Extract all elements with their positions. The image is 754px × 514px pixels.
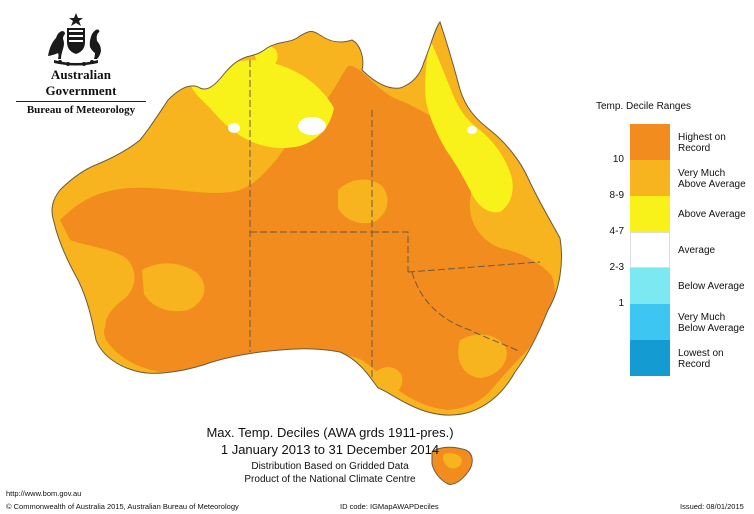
- caption-line4: Product of the National Climate Centre: [244, 474, 416, 485]
- legend-label: Average: [678, 245, 715, 256]
- legend-row: Very Much Below Average 1: [596, 298, 754, 340]
- legend-swatch: [630, 340, 670, 376]
- average-patch-3: [467, 126, 477, 134]
- map-caption: Max. Temp. Deciles (AWA grds 1911-pres.)…: [180, 425, 480, 486]
- legend-label-line: Record: [678, 143, 711, 154]
- legend-swatch: [630, 124, 670, 160]
- legend-label-line: Very Much: [678, 168, 726, 179]
- vmaa-pocket-central: [338, 179, 388, 224]
- footer-copyright: © Commonwealth of Australia 2015, Austra…: [6, 502, 239, 511]
- legend-swatch: [630, 304, 670, 340]
- state-boundaries: [249, 60, 541, 390]
- footer-id-code: ID code: IGMapAWAPDeciles: [340, 502, 439, 511]
- legend-label-line: Above Average: [678, 179, 746, 190]
- legend-row: Highest on Record: [596, 124, 754, 160]
- caption-line2: 1 January 2013 to 31 December 2014: [220, 442, 440, 457]
- legend-label: Highest on Record: [678, 132, 726, 154]
- legend-label: Above Average: [678, 209, 746, 220]
- legend-title: Temp. Decile Ranges: [596, 101, 692, 112]
- legend-swatch: [630, 160, 670, 196]
- legend-label-line: Above Average: [678, 209, 746, 220]
- mainland-outline: [51, 20, 562, 416]
- average-patch-2: [228, 123, 240, 133]
- legend-label-line: Highest on: [678, 132, 726, 143]
- legend-row: Average 4-7: [596, 226, 754, 268]
- average-patch-1: [298, 117, 326, 135]
- legend-label-line: Very Much: [678, 312, 726, 323]
- legend-row: Lowest on Record: [596, 340, 754, 376]
- legend-swatch: [630, 232, 670, 268]
- caption-line3: Distribution Based on Gridded Data: [251, 461, 409, 472]
- legend-label: Below Average: [678, 281, 745, 292]
- agency-block: Australian Government Bureau of Meteorol…: [16, 67, 146, 116]
- legend-value: 10: [612, 154, 624, 165]
- agency-line1: Australian Government: [45, 67, 117, 98]
- tasmania-vmaa: [443, 453, 462, 469]
- legend-label-line: Lowest on: [678, 348, 724, 359]
- footer-bar: © Commonwealth of Australia 2015, Austra…: [0, 501, 754, 514]
- legend-value: 4-7: [609, 226, 624, 237]
- legend-label: Very Much Above Average: [678, 168, 746, 190]
- vmaa-pocket-southwest: [142, 263, 205, 312]
- legend-label-line: Below Average: [678, 281, 745, 292]
- above-region-east: [425, 40, 513, 213]
- legend-value: 1: [618, 298, 624, 309]
- legend-row: Below Average 2-3: [596, 262, 754, 304]
- vmaa-pocket-south: [375, 367, 403, 395]
- legend-label: Lowest on Record: [678, 348, 724, 370]
- legend-swatch: [630, 268, 670, 304]
- source-url[interactable]: http://www.bom.gov.au: [6, 489, 82, 498]
- legend-label-line: Average: [678, 245, 716, 256]
- legend-value: 8-9: [609, 190, 624, 201]
- legend-row: Very Much Above Average 10: [596, 154, 754, 196]
- coat-of-arms-icon: [40, 12, 112, 68]
- agency-divider: [16, 101, 146, 102]
- vmaa-pocket-vic: [458, 334, 507, 378]
- legend-label: Very Much Below Average: [678, 312, 745, 334]
- legend-label-line: Below Average: [678, 323, 745, 334]
- legend-swatch: [630, 196, 670, 232]
- footer-issued: Issued: 08/01/2015: [680, 502, 744, 511]
- agency-line2: Bureau of Meteorology: [26, 104, 136, 116]
- caption-line1: Max. Temp. Deciles (AWA grds 1911-pres.): [206, 425, 454, 440]
- legend-value: 2-3: [609, 262, 624, 273]
- legend-row: Above Average 8-9: [596, 190, 754, 232]
- legend-label-line: Record: [678, 359, 711, 370]
